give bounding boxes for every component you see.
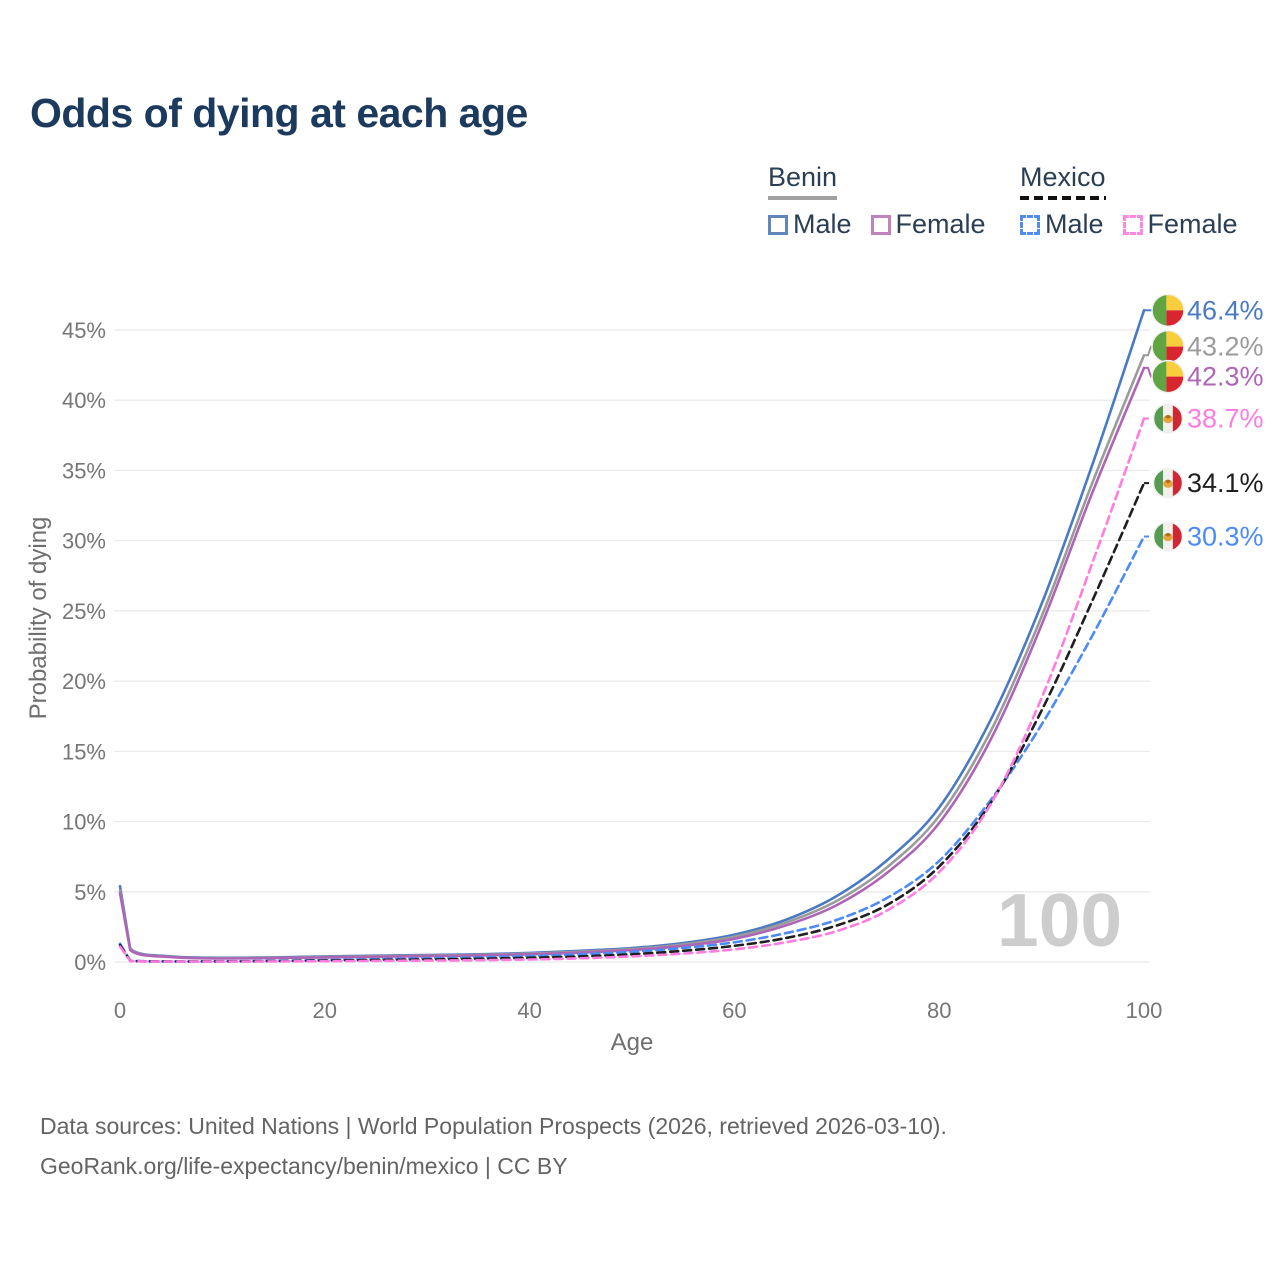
end-value-label-benin-total: 43.2% [1187,332,1264,362]
mexico-male-swatch-icon [1020,214,1040,235]
legend-item-mexico-male: Male [1020,209,1104,240]
end-value-label-benin-female: 42.3% [1187,362,1264,392]
y-axis-label: Probability of dying [25,517,52,720]
legend-mexico-line-sample [1020,196,1106,200]
y-tick-35: 35% [62,458,106,483]
page-title: Odds of dying at each age [30,90,528,136]
y-tick-25: 25% [62,599,106,624]
y-tick-45: 45% [62,318,106,343]
legend-benin-items: Male Female [768,209,986,240]
flag-icon-mexico [1152,467,1184,499]
data-source-line: Data sources: United Nations | World Pop… [40,1113,947,1139]
legend-country-benin-label: Benin [768,162,838,192]
series-line-benin-female[interactable] [118,366,1146,960]
legend-group-benin: Benin Male Female [768,162,986,240]
x-tick-60: 60 [722,998,746,1023]
legend-mexico-items: Male Female [1020,209,1238,240]
x-tick-80: 80 [927,998,951,1023]
legend: Benin Male Female Mexico Male [0,162,1280,252]
benin-male-swatch-icon [768,214,788,235]
y-tick-5: 5% [74,880,106,905]
data-source-attribution: Data sources: United Nations | World Pop… [40,1106,947,1186]
end-value-label-mexico-male: 30.3% [1187,521,1264,551]
flag-icon-benin [1151,329,1185,364]
x-tick-20: 20 [313,998,337,1023]
series-line-mexico-female[interactable] [118,417,1146,963]
legend-mexico-female-label: Female [1147,209,1238,239]
y-tick-30: 30% [62,529,106,554]
x-tick-100: 100 [1126,998,1163,1023]
benin-female-swatch-icon [870,214,891,235]
end-value-label-mexico-female: 38.7% [1187,403,1264,433]
end-value-label-benin-male: 46.4% [1187,295,1264,325]
flag-icon-benin [1151,359,1185,394]
y-tick-20: 20% [62,669,106,694]
flag-icon-mexico [1152,403,1184,434]
legend-country-mexico: Mexico [1020,162,1106,200]
legend-mexico-male-label: Male [1045,209,1104,239]
y-tick-40: 40% [62,388,106,413]
legend-item-benin-female: Female [870,209,986,240]
flag-icon-benin [1151,293,1185,328]
flag-icon-mexico [1152,521,1184,552]
series-line-mexico-male[interactable] [118,535,1146,963]
legend-country-benin: Benin [768,162,838,200]
x-tick-0: 0 [114,998,126,1023]
y-tick-15: 15% [62,739,106,764]
legend-benin-line-sample [768,196,838,200]
license-line: GeoRank.org/life-expectancy/benin/mexico… [40,1153,568,1179]
y-tick-10: 10% [62,810,106,835]
hover-age-watermark: 100 [997,878,1122,962]
legend-country-mexico-label: Mexico [1020,162,1106,192]
legend-item-mexico-female: Female [1122,209,1238,240]
legend-benin-female-label: Female [895,209,986,239]
end-value-label-mexico-total: 34.1% [1187,468,1264,498]
legend-group-mexico: Mexico Male Female [1020,162,1238,240]
y-tick-0: 0% [74,950,106,975]
series-line-benin-total[interactable] [118,354,1146,960]
x-axis-label: Age [611,1029,654,1056]
legend-benin-male-label: Male [793,209,852,239]
legend-item-benin-male: Male [768,209,852,240]
x-tick-40: 40 [517,998,541,1023]
series-line-benin-male[interactable] [118,309,1146,960]
mexico-female-swatch-icon [1122,214,1143,235]
